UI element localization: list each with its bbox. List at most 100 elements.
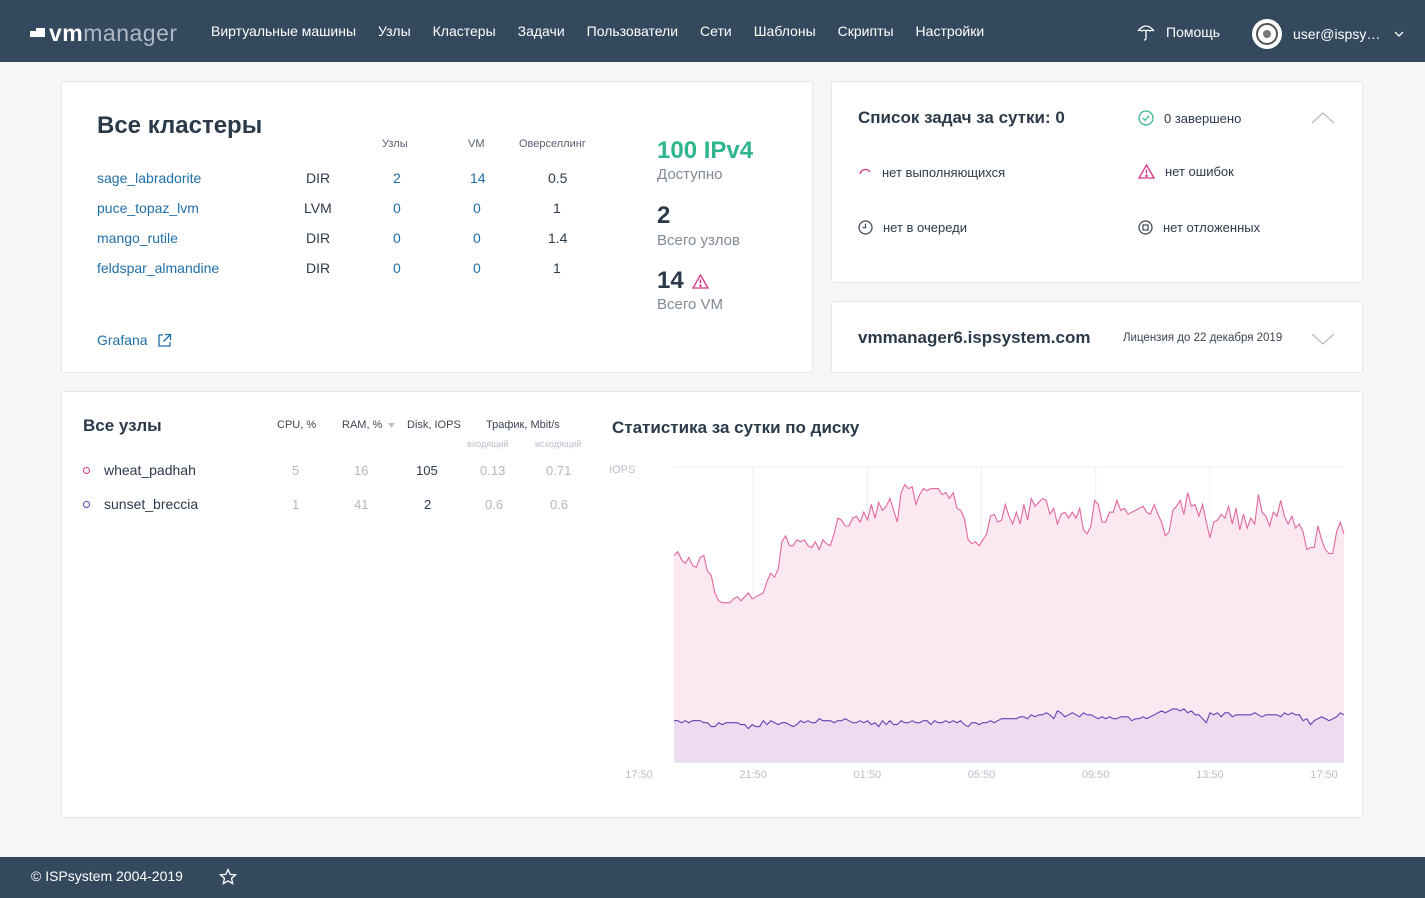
chart-title: Статистика за сутки по диску — [612, 418, 860, 437]
tasks-card: Список задач за сутки: 0 0 завершено нет… — [831, 81, 1363, 283]
footer: © ISPsystem 2004-2019 — [0, 857, 1425, 898]
logo-mark-icon — [30, 27, 46, 40]
col-overselling-header: Оверселлинг — [519, 138, 586, 150]
chevron-down-icon[interactable] — [1311, 333, 1335, 345]
series-area-2 — [674, 708, 1344, 762]
cluster-type: DIR — [306, 230, 331, 246]
cluster-vm-count[interactable]: 0 — [473, 260, 481, 276]
total-vm-label: Всего VM — [657, 296, 723, 313]
warning-icon — [1138, 164, 1155, 179]
node-status-dot — [83, 501, 90, 508]
col-traffic-out-header: исходящий — [535, 439, 582, 449]
user-menu[interactable]: user@ispsy… — [1252, 19, 1404, 49]
col-traffic-header[interactable]: Трафик, Mbit/s — [486, 419, 560, 431]
cluster-link[interactable]: mango_rutile — [97, 230, 178, 246]
nav-users[interactable]: Пользователи — [586, 23, 679, 39]
x-tick-label: 01:50 — [854, 769, 882, 781]
cluster-vm-count[interactable]: 0 — [473, 200, 481, 216]
cluster-nodes-count[interactable]: 0 — [393, 200, 401, 216]
tasks-queue-label: нет в очереди — [883, 220, 968, 235]
nav-clusters[interactable]: Кластеры — [432, 23, 496, 39]
cluster-vm-count[interactable]: 14 — [470, 170, 486, 186]
cluster-link[interactable]: sage_labradorite — [97, 170, 202, 186]
logo-text-bold: vm — [49, 20, 84, 46]
top-navigation-bar: vmmanager Виртуальные машины Узлы Класте… — [0, 0, 1425, 62]
cluster-link[interactable]: feldspar_almandine — [97, 260, 220, 276]
node-disk: 105 — [416, 463, 438, 478]
tasks-deferred[interactable]: нет отложенных — [1138, 220, 1260, 235]
cluster-overselling: 0.5 — [548, 170, 568, 186]
series-line-1 — [673, 483, 1345, 604]
cluster-nodes-count[interactable]: 0 — [393, 230, 401, 246]
nav-networks[interactable]: Сети — [700, 23, 732, 39]
x-tick-label: 17:50 — [625, 769, 653, 781]
warning-icon — [691, 273, 709, 289]
clusters-card: Все кластеры Узлы VM Оверселлинг sage_la… — [61, 81, 813, 373]
tasks-queue[interactable]: нет в очереди — [858, 220, 967, 235]
license-host: vmmanager6.ispsystem.com — [858, 328, 1091, 347]
x-tick-label: 09:50 — [1082, 769, 1110, 781]
nodes-card: Все узлы CPU, % RAM, % Disk, IOPS Трафик… — [61, 391, 1363, 818]
cluster-overselling: 1 — [553, 260, 561, 276]
clusters-title: Все кластеры — [97, 112, 263, 139]
node-traffic-in: 0.13 — [480, 463, 506, 478]
x-tick-label: 13:50 — [1196, 769, 1224, 781]
disk-iops-chart: IOPS 17:50 21:50 01:50 05:50 09:50 13:50 17:50 — [609, 464, 1345, 781]
sort-desc-icon — [388, 422, 396, 428]
cluster-type: DIR — [306, 170, 331, 186]
help-button[interactable]: Помощь — [1136, 22, 1220, 42]
help-label: Помощь — [1166, 24, 1221, 40]
ipv4-available-value: 100 IPv4 — [657, 137, 754, 164]
cluster-nodes-count[interactable]: 2 — [393, 170, 401, 186]
total-vm-value: 14 — [657, 267, 684, 294]
nav-virtual-machines[interactable]: Виртуальные машины — [211, 23, 357, 39]
grafana-link[interactable]: Grafana — [97, 332, 172, 348]
col-traffic-in-header: входящий — [467, 439, 509, 449]
col-disk-header[interactable]: Disk, IOPS — [407, 419, 461, 431]
avatar — [1252, 19, 1282, 49]
cluster-nodes-count[interactable]: 0 — [393, 260, 401, 276]
license-date: Лицензия до 22 декабря 2019 — [1123, 332, 1283, 344]
cluster-vm-count[interactable]: 0 — [473, 230, 481, 246]
nav-scripts[interactable]: Скрипты — [837, 23, 894, 39]
node-traffic-out: 0.6 — [550, 497, 569, 512]
pause-circle-icon — [1138, 220, 1153, 235]
total-nodes-label: Всего узлов — [657, 232, 740, 249]
col-ram-header[interactable]: RAM, % — [342, 419, 396, 431]
tasks-running[interactable]: нет выполняющихся — [858, 165, 1005, 180]
check-circle-icon — [1138, 110, 1154, 126]
tasks-errors-label: нет ошибок — [1165, 164, 1234, 179]
cluster-link[interactable]: puce_topaz_lvm — [97, 200, 199, 216]
nav-templates[interactable]: Шаблоны — [753, 23, 816, 39]
umbrella-icon — [1137, 25, 1155, 41]
node-name[interactable]: sunset_breccia — [104, 496, 199, 512]
external-link-icon — [157, 333, 171, 347]
col-nodes-header: Узлы — [382, 138, 408, 150]
node-cpu: 1 — [292, 497, 300, 512]
spinner-icon — [859, 168, 871, 174]
nodes-title: Все узлы — [83, 416, 162, 435]
nav-tasks[interactable]: Задачи — [517, 23, 565, 39]
x-tick-label: 17:50 — [1310, 769, 1338, 781]
node-name[interactable]: wheat_padhah — [104, 462, 196, 478]
logo-text-light: manager — [83, 20, 178, 46]
tasks-title: Список задач за сутки: 0 — [858, 108, 1065, 127]
chevron-down-icon — [1394, 31, 1404, 37]
node-traffic-in: 0.6 — [485, 497, 504, 512]
nav-nodes[interactable]: Узлы — [378, 23, 411, 39]
node-disk: 2 — [424, 497, 432, 512]
col-vm-header: VM — [468, 138, 485, 150]
vmmanager-logo[interactable]: vmmanager — [30, 20, 178, 47]
license-card: vmmanager6.ispsystem.com Лицензия до 22 … — [831, 301, 1363, 373]
col-cpu-header[interactable]: CPU, % — [277, 419, 317, 431]
nav-settings[interactable]: Настройки — [915, 23, 985, 39]
clock-icon — [858, 220, 873, 235]
chevron-up-icon[interactable] — [1311, 112, 1335, 124]
tasks-done[interactable]: 0 завершено — [1138, 110, 1241, 126]
cluster-type: LVM — [304, 200, 332, 216]
tasks-errors[interactable]: нет ошибок — [1138, 164, 1234, 179]
total-nodes-value: 2 — [657, 202, 671, 229]
node-status-dot — [83, 467, 90, 474]
x-tick-label: 05:50 — [968, 769, 996, 781]
star-icon[interactable] — [219, 868, 237, 886]
